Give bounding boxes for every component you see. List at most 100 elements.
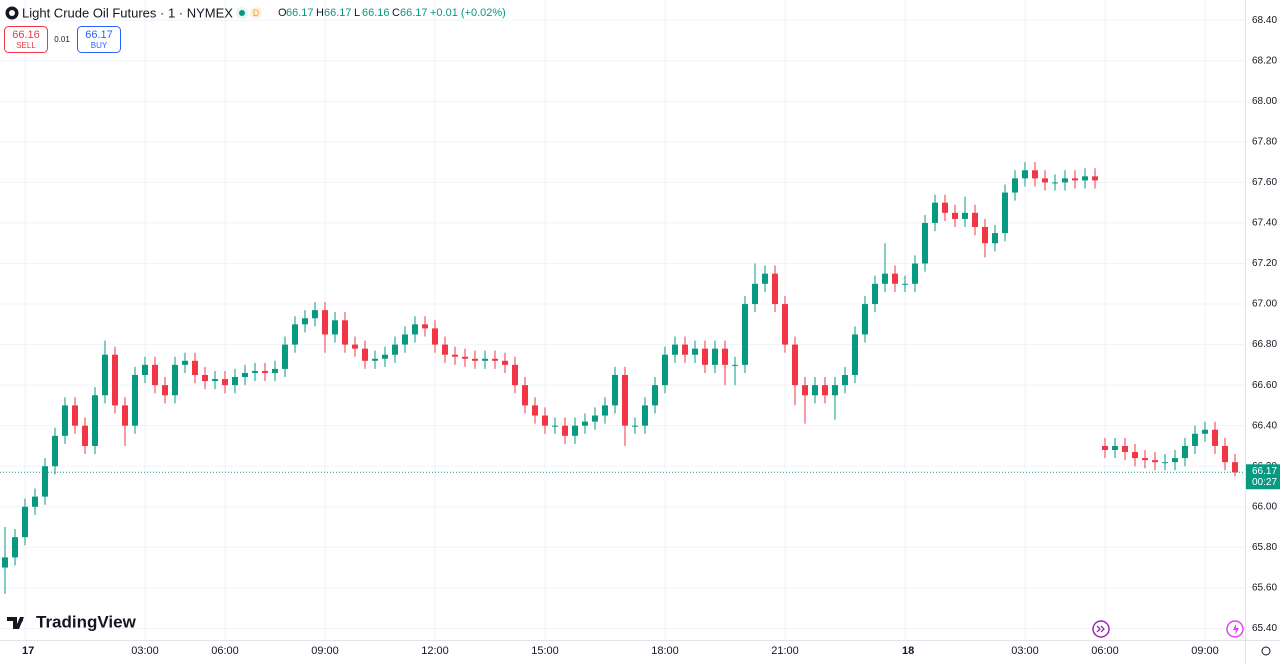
candle-body bbox=[282, 344, 288, 369]
candle-body bbox=[1072, 178, 1078, 181]
candle-body bbox=[912, 263, 918, 284]
candle-body bbox=[542, 415, 548, 426]
candle-body bbox=[952, 212, 958, 219]
x-tick-label: 21:00 bbox=[771, 645, 799, 657]
ohlc-value: 66.17 bbox=[324, 7, 352, 19]
candle-body bbox=[82, 425, 88, 446]
candle-body bbox=[422, 324, 428, 329]
candle-body bbox=[372, 358, 378, 361]
sell-price: 66.16 bbox=[12, 29, 40, 41]
candle-body bbox=[142, 364, 148, 375]
candle-body bbox=[1112, 445, 1118, 450]
candle-body bbox=[162, 385, 168, 396]
y-tick-label: 66.40 bbox=[1252, 420, 1277, 431]
y-tick-label: 68.00 bbox=[1252, 96, 1277, 107]
candle-body bbox=[452, 354, 458, 357]
candle-body bbox=[312, 310, 318, 319]
candle-body bbox=[612, 374, 618, 406]
candle-body bbox=[362, 348, 368, 361]
candle-body bbox=[1232, 462, 1238, 473]
candle-body bbox=[392, 344, 398, 355]
candle-body bbox=[1182, 445, 1188, 459]
candle-body bbox=[1162, 462, 1168, 464]
logo: TradingView bbox=[36, 612, 137, 631]
candle-body bbox=[552, 425, 558, 427]
y-tick-label: 68.40 bbox=[1252, 15, 1277, 26]
ohlc-key: H bbox=[316, 7, 324, 19]
candle-body bbox=[752, 283, 758, 305]
sell-button[interactable] bbox=[4, 26, 48, 53]
candle-body bbox=[572, 425, 578, 436]
candle-body bbox=[642, 405, 648, 426]
candle-body bbox=[502, 360, 508, 365]
candle-body bbox=[882, 273, 888, 284]
candle-body bbox=[702, 348, 708, 365]
sell-label: SELL bbox=[16, 41, 36, 50]
y-tick-label: 67.60 bbox=[1252, 177, 1277, 188]
candle-body bbox=[632, 425, 638, 427]
candle-body bbox=[462, 356, 468, 359]
candle-body bbox=[722, 348, 728, 365]
y-tick-label: 66.00 bbox=[1252, 501, 1277, 512]
candle-body bbox=[92, 395, 98, 446]
ohlc-legend: O 66.17 H 66.17 L 66.16 C 66.17 bbox=[278, 7, 428, 19]
candle-body bbox=[152, 364, 158, 386]
candle-body bbox=[62, 405, 68, 436]
candle-body bbox=[192, 360, 198, 375]
replay-icon[interactable] bbox=[1092, 620, 1110, 638]
candle-body bbox=[1212, 429, 1218, 446]
candle-body bbox=[1022, 170, 1028, 179]
candle-body bbox=[742, 304, 748, 365]
candle-body bbox=[872, 283, 878, 305]
x-tick-label: 06:00 bbox=[211, 645, 239, 657]
symbol-icon-inner bbox=[9, 10, 15, 16]
candle-body bbox=[1052, 182, 1058, 184]
buy-button[interactable] bbox=[77, 26, 121, 53]
x-tick-label: 03:00 bbox=[131, 645, 159, 657]
ohlc-value: 66.17 bbox=[400, 7, 428, 19]
candle-body bbox=[822, 385, 828, 396]
candle-body bbox=[12, 537, 18, 558]
y-tick-label: 65.80 bbox=[1252, 542, 1277, 553]
status-dot-inner bbox=[239, 10, 245, 16]
x-tick-label: 18 bbox=[902, 645, 914, 657]
candle-body bbox=[732, 364, 738, 366]
symbol-title[interactable]: Light Crude Oil Futures · 1 · NYMEX bbox=[22, 5, 233, 20]
candle-body bbox=[102, 354, 108, 396]
candle-body bbox=[212, 379, 218, 382]
candle-body bbox=[982, 227, 988, 244]
candle-body bbox=[222, 379, 228, 386]
candle-body bbox=[532, 405, 538, 416]
candle-body bbox=[172, 364, 178, 396]
candle-body bbox=[792, 344, 798, 386]
settings-icon[interactable] bbox=[1261, 646, 1271, 656]
candle-body bbox=[1032, 170, 1038, 179]
candle-body bbox=[512, 364, 518, 386]
candle-body bbox=[1202, 429, 1208, 434]
candle-body bbox=[592, 415, 598, 422]
badge: D bbox=[253, 8, 260, 18]
replay-arrows bbox=[1096, 625, 1105, 633]
ohlc-value: 66.16 bbox=[362, 7, 390, 19]
x-tick-label: 09:00 bbox=[1191, 645, 1219, 657]
candle-body bbox=[1122, 445, 1128, 453]
candle-body bbox=[922, 222, 928, 264]
candle-body bbox=[522, 385, 528, 406]
alert-bolt bbox=[1233, 624, 1239, 635]
candle-body bbox=[692, 348, 698, 355]
x-tick-label: 03:00 bbox=[1011, 645, 1039, 657]
candle-body bbox=[602, 405, 608, 416]
grid bbox=[0, 0, 1245, 640]
x-tick-label: 12:00 bbox=[421, 645, 449, 657]
candle-body bbox=[1222, 445, 1228, 463]
candles bbox=[2, 162, 1238, 594]
spread: 0.01 bbox=[54, 35, 70, 44]
candle-body bbox=[1172, 458, 1178, 463]
candle-body bbox=[182, 360, 188, 365]
candle-body bbox=[862, 304, 868, 335]
candle-body bbox=[72, 405, 78, 426]
candle-body bbox=[482, 358, 488, 361]
candle-body bbox=[812, 385, 818, 396]
